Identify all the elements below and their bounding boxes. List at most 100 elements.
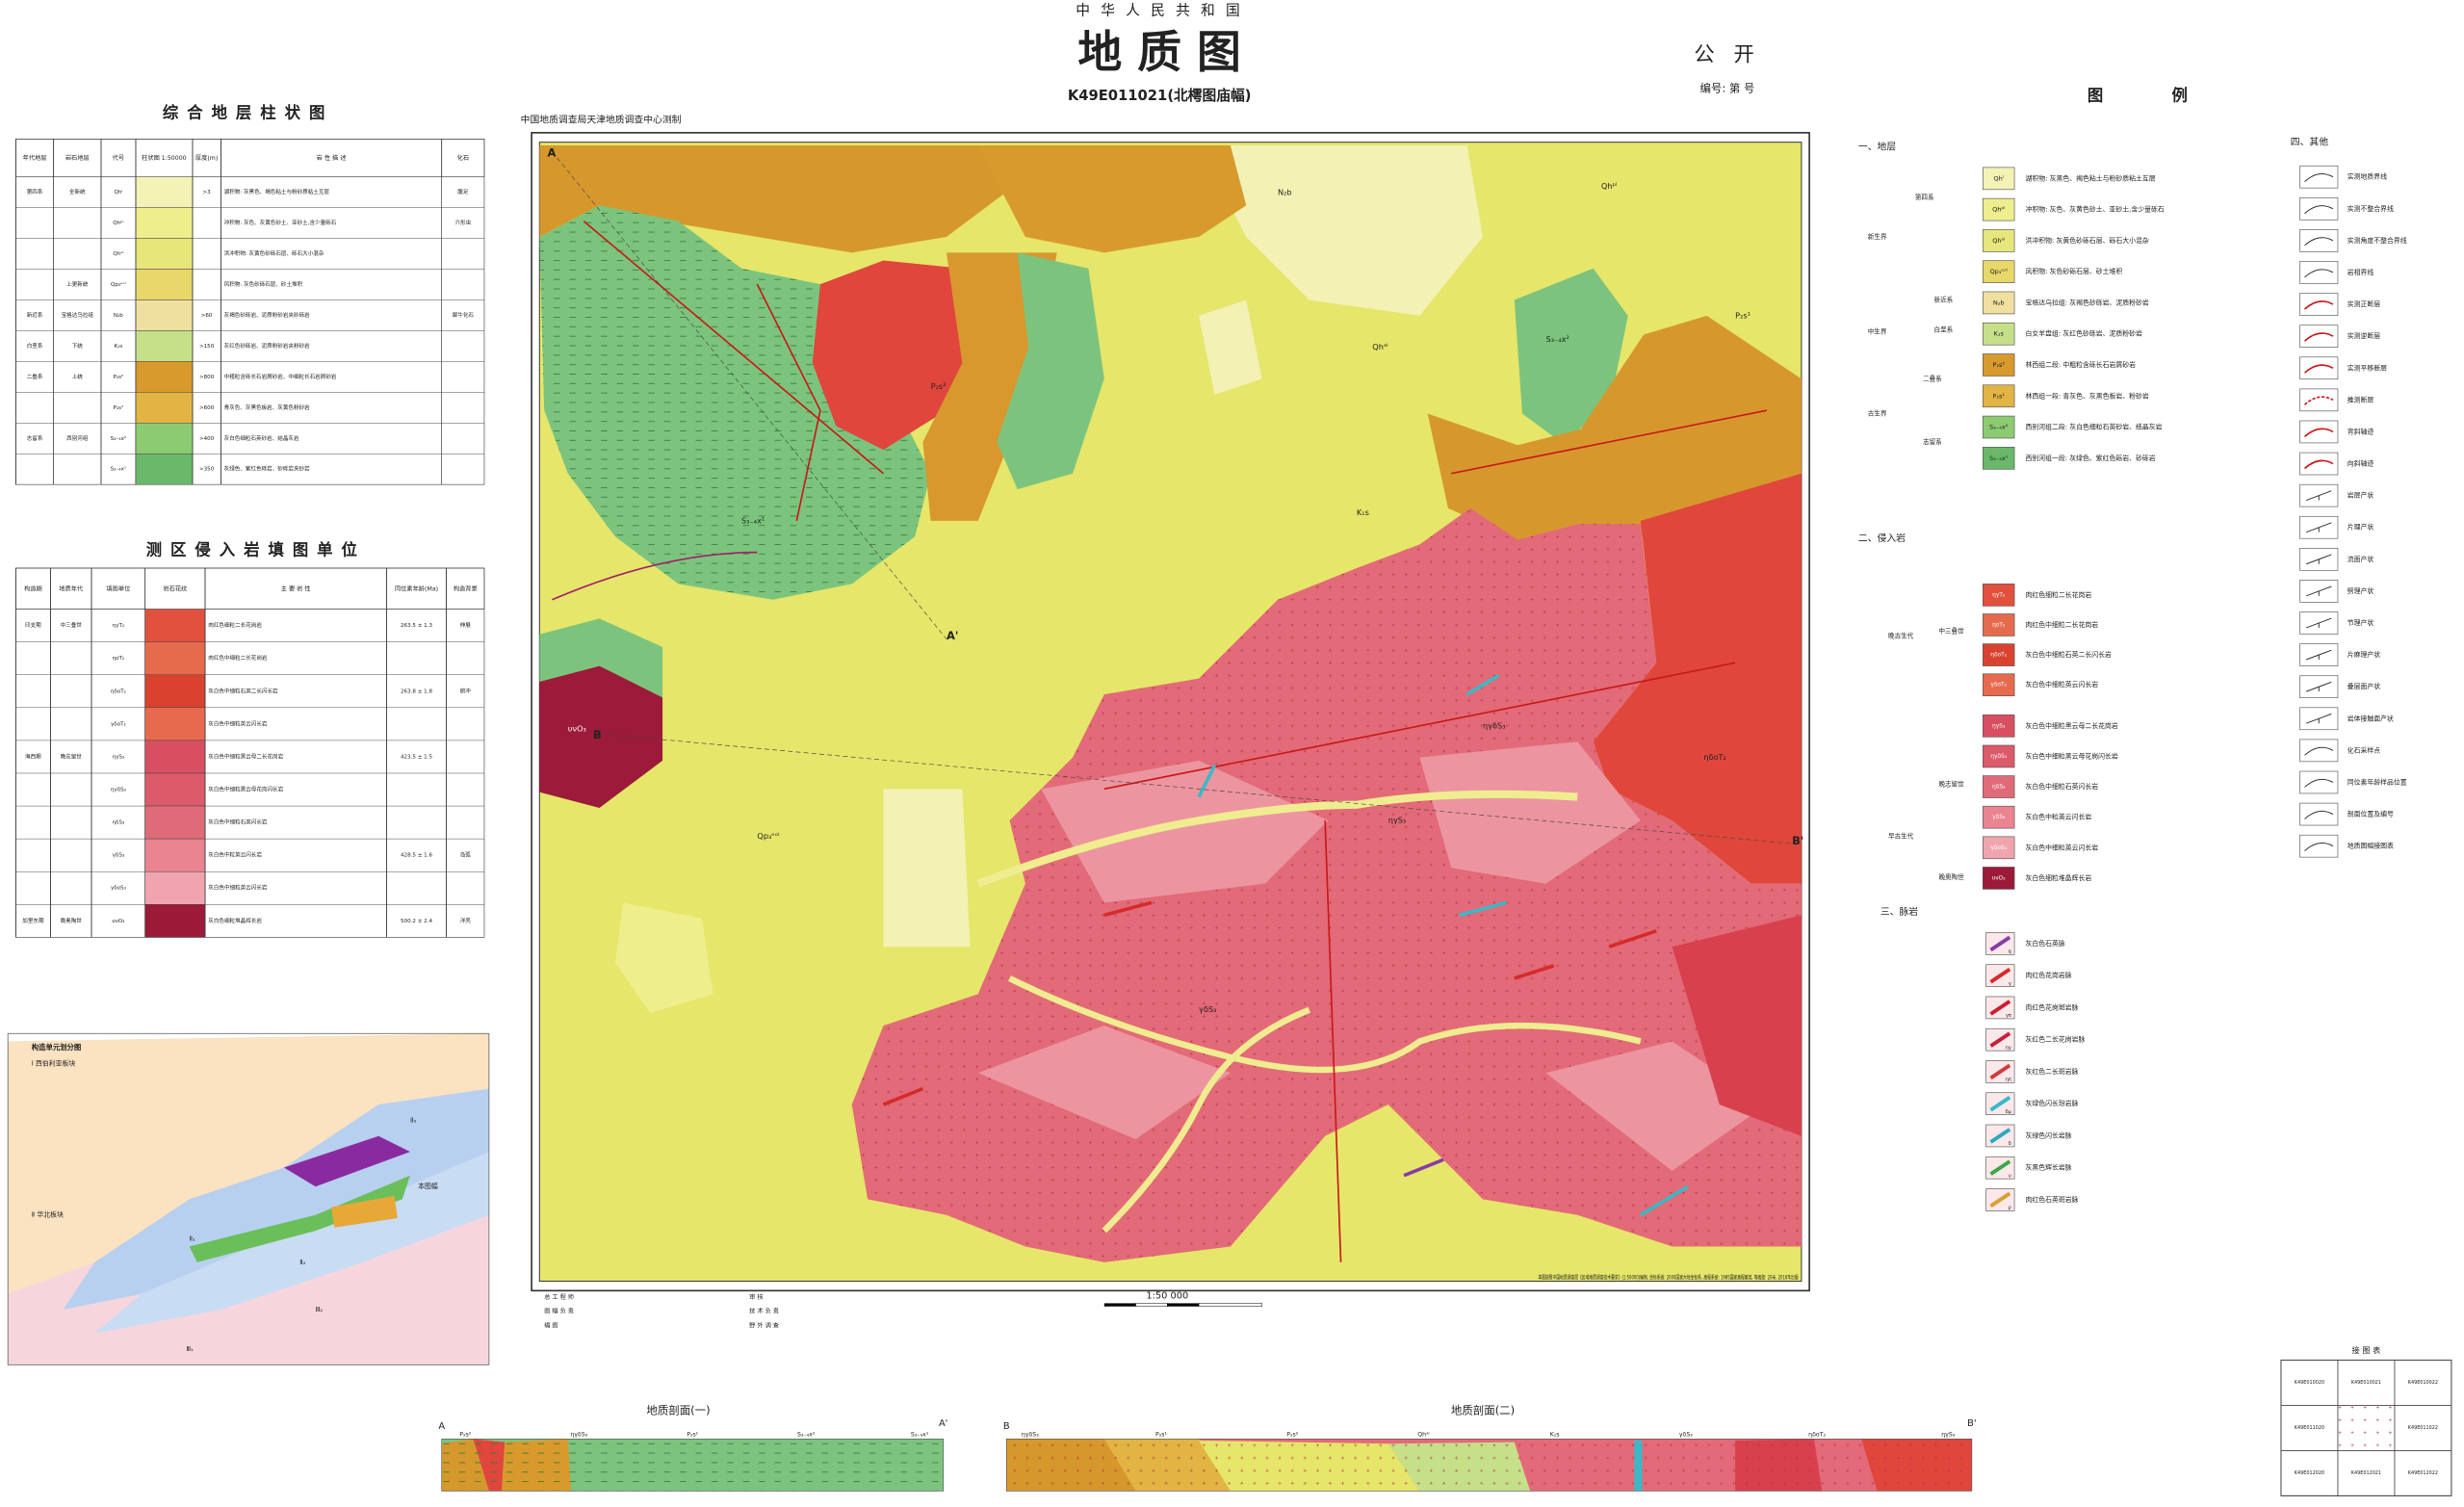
legend-code: δμ [2006,1109,2011,1115]
legend-label: 肉红色细粒二长花岗岩 [2026,590,2092,599]
cell-text: 志留系 [27,434,43,442]
country: 中 华 人 民 共 和 国 [1076,3,1243,19]
legend-label: 节理产状 [2347,618,2374,627]
legend-label: 地质图幅接图表 [2347,842,2394,850]
legend-code: γδoT₂ [1990,683,2007,689]
strat-title: 综 合 地 层 柱 状 图 [163,104,326,122]
symbol-box [2299,834,2339,858]
orange-unit [977,144,1247,253]
legend-swatch [1982,836,2015,860]
legend-swatch [1982,447,2015,470]
cell-text: 全新统 [69,188,86,195]
legend-label: 肉红色花岗岩脉 [2026,971,2072,979]
legend-code: Qhᵖˡ [1992,206,2005,214]
legend-label: 实测正断层 [2347,299,2381,308]
dike-symbol [1989,967,2011,984]
inset-label: Ⅱ₃ [410,1116,416,1124]
section-end: A [438,1421,445,1432]
inset-title: 构造单元划分图 [32,1043,82,1052]
legend-swatch [1982,775,2015,798]
section-frame [1005,1439,1973,1492]
map-label: ηγS₃ [1388,816,1407,825]
symbol [2303,364,2334,374]
cell-text: 青灰色、灰黑色板岩、灰黄色粉砂岩 [224,403,310,411]
lithology-swatch [135,176,194,208]
legend-swatch [1982,260,2015,283]
cell-text: Qp₃ᵉᵒˡ [111,281,126,288]
legend-code: K₁s [1994,330,2005,338]
index-label: K49E010022 [2408,1380,2438,1386]
legend-code: ρ [2009,1206,2011,1211]
legend-code: q [2009,949,2011,955]
legend-label: 西别河组一段: 灰绿色、紫红色砾岩、砂砾岩 [2026,454,2156,462]
pale-unit [1199,144,1483,316]
section-label: ηγS₃ [1941,1431,1956,1438]
legend-label: 灰绿色闪长玢岩脉 [2026,1099,2079,1107]
legend-label: 流面产状 [2347,555,2374,563]
lithology-swatch [135,207,194,239]
legend-group: 新生界 [1868,232,1887,241]
symbol-box [2299,261,2339,284]
pale-unit [883,789,971,948]
note-role: 编 图 [544,1321,558,1329]
cell-text: >350 [199,467,215,473]
lithology-swatch [135,361,194,393]
legend-code: ηπ [2006,1078,2011,1083]
legend-group: 二叠系 [1923,374,1942,382]
legend: 一、地层 Qhˡ 湖积物: 灰黑色、褐色粘土与粉砂质粘土互层 Qhᵖˡ 冲积物: 灰色、… [1858,136,2407,1211]
header-text: 岩 性 描 述 [317,154,347,162]
symbol [2303,332,2334,342]
cell-text: 宝格达乌拉组 [62,311,94,319]
dike-symbol [1989,1063,2011,1080]
index-label: K49E010020 [2295,1380,2324,1386]
legend-code: ηγS₃ [1992,723,2006,729]
symbol-box [2299,197,2339,221]
cell-text: ηγS₃ [113,754,125,760]
map-label: ηδoT₂ [1703,752,1725,762]
cell-text: 263.5 ± 1.3 [401,623,432,629]
faults [552,220,1768,1262]
symbol-box [2299,420,2339,444]
section-title: 地质剖面(一) [646,1403,710,1416]
symbol-box [2299,388,2339,412]
cell-text: P₂s² [114,374,124,380]
header-text: 填图单位 [106,585,130,592]
lithology-swatch [144,641,206,675]
cell-text: ηδS₃ [113,820,125,826]
sheet-code: K49E011021(北樗图庙幅) [1068,87,1252,104]
section-label: ηγδS₃ [1022,1431,1039,1438]
red-unit [1593,473,1802,884]
map-label: ηγδS₃ [1483,720,1506,730]
orange-unit [539,144,1010,253]
section-label: γδS₃ [1679,1431,1693,1438]
symbol-box [2299,802,2339,826]
lithology-swatch [135,269,194,300]
section-end: B' [1792,834,1803,847]
inset-label: Ⅱ 华北板块 [32,1210,64,1219]
legend-group: 古生界 [1868,408,1887,417]
legend-swatch [1982,291,2015,315]
legend-label: 风积物: 灰色砂砾石层、砂土堆积 [2026,267,2123,275]
index-label: K49E012020 [2295,1470,2324,1476]
legend-code: ηδoT₂ [1990,653,2007,659]
cell-text: υνO₃ [112,919,124,924]
dike-symbol [1989,1031,2011,1048]
cell-text: Qhˡ [114,189,122,195]
geologic-map: Qhᵖˡ Qhᵃˡ Qp₃ᵉᵒˡ N₂b K₁s P₂s² P₂s¹ S₃₋₄x… [531,132,1810,1292]
symbol [2305,585,2332,597]
section-end: B [1003,1421,1010,1432]
legend-label: 背斜轴迹 [2347,427,2374,435]
fault [756,283,821,522]
index-label: K49E012021 [2351,1470,2381,1476]
symbol-box [2299,325,2339,348]
dike-symbol [1989,1096,2011,1112]
legend-label: 肉红色石英斑岩脉 [2026,1195,2079,1204]
legend-code: Qp₃ᵉᵒˡ [1989,268,2007,275]
index-label: K49E011020 [2295,1425,2324,1431]
legend-code: ηγδS₃ [1990,754,2008,760]
cell-text: >800 [199,375,215,380]
inset-label: 本图幅 [418,1182,438,1190]
cell-text: 加里东期 [22,917,44,924]
orange-unit [1427,315,1802,540]
